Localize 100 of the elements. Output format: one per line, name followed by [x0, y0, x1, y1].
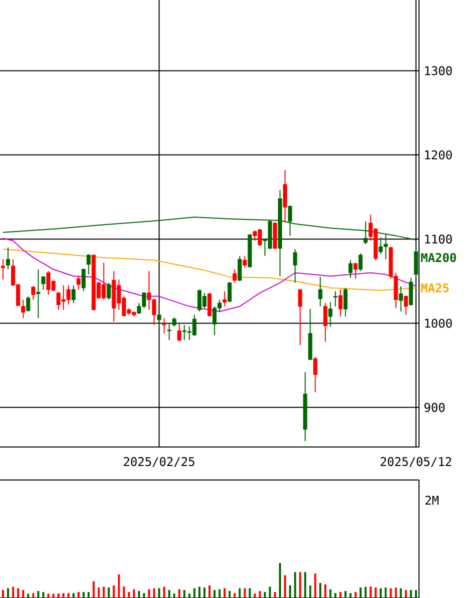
bar: [208, 585, 211, 598]
bar: [350, 593, 352, 598]
bar: [67, 593, 70, 598]
bar: [218, 589, 221, 598]
candlestick: [358, 252, 363, 272]
bar: [178, 589, 180, 598]
bar: [132, 589, 135, 598]
candlestick: [157, 313, 162, 330]
bar: [329, 589, 332, 598]
candlestick: [404, 294, 408, 316]
y-tick-label: 900: [424, 402, 445, 412]
candlestick: [293, 248, 298, 284]
bar: [268, 586, 271, 598]
bar: [27, 594, 30, 598]
y-tick-label: 1000: [425, 318, 452, 328]
candlestick: [36, 268, 40, 319]
bar: [198, 586, 200, 598]
y-tick-label: 1200: [425, 150, 452, 160]
bar: [108, 587, 110, 598]
bar: [284, 575, 286, 598]
x-tick-label: 2025/02/25: [124, 457, 194, 468]
bar: [128, 592, 130, 598]
text: 2M: [425, 496, 439, 505]
bar: [344, 590, 346, 598]
bar: [228, 590, 231, 598]
candlestick: [71, 284, 76, 304]
bar: [234, 593, 236, 598]
candlestick: [222, 290, 227, 307]
candlestick: [338, 289, 342, 318]
bar: [404, 590, 407, 598]
bar: [7, 588, 10, 598]
bar: [254, 593, 256, 598]
bar: [319, 582, 322, 598]
candlestick: [76, 276, 81, 290]
bar: [92, 581, 95, 598]
bar: [314, 573, 316, 598]
bar: [380, 588, 382, 598]
candlestick: [238, 255, 242, 282]
bar: [57, 593, 60, 598]
bar: [143, 593, 146, 598]
bar: [264, 592, 266, 598]
candlestick: [348, 260, 353, 278]
bar: [354, 592, 357, 598]
candlestick: [323, 302, 328, 342]
candlestick: [242, 255, 247, 268]
bar: [78, 592, 80, 598]
bar: [88, 592, 90, 598]
bar: [118, 574, 120, 598]
bar: [304, 572, 306, 598]
bar: [238, 588, 241, 598]
candlestick: [41, 276, 46, 290]
bar: [294, 572, 296, 598]
bar: [203, 587, 206, 598]
candlestick: [86, 254, 91, 275]
candlestick: [0, 258, 6, 280]
bar: [37, 590, 40, 598]
bar: [47, 594, 50, 598]
series-label: MA25: [421, 283, 449, 292]
bar: [339, 592, 342, 598]
candlestick: [21, 299, 26, 319]
candlestick: [333, 290, 338, 307]
candlestick: [408, 277, 413, 306]
bar: [122, 586, 125, 598]
candlestick: [228, 282, 232, 303]
candlestick: [318, 276, 322, 307]
y-tick-label: 1100: [425, 234, 452, 244]
bar: [370, 586, 372, 598]
bar: [414, 590, 417, 598]
bar: [244, 588, 246, 598]
bar: [248, 588, 251, 598]
bar: [62, 593, 64, 598]
bar: [289, 585, 292, 598]
candlestick: [162, 318, 166, 334]
candlestick: [283, 170, 288, 223]
bar: [42, 592, 44, 598]
candlestick: [82, 268, 86, 292]
bar: [148, 589, 150, 598]
bar: [82, 592, 85, 598]
bar: [102, 586, 105, 598]
candlestick: [172, 316, 176, 328]
line-series: [2, 238, 416, 312]
bar: [2, 590, 4, 598]
bar: [158, 588, 160, 598]
bar: [279, 562, 282, 598]
bar: [72, 593, 75, 598]
y-tick-label: 1300: [425, 66, 452, 76]
candlestick: [106, 282, 111, 300]
bar: [168, 590, 170, 598]
candlestick: [354, 262, 358, 280]
candlestick: [313, 356, 318, 393]
bar: [173, 593, 176, 598]
bar: [400, 588, 402, 598]
bar: [364, 586, 367, 598]
candlestick: [232, 268, 237, 284]
candlestick: [398, 286, 403, 312]
candlestick: [207, 292, 212, 318]
bar: [188, 593, 190, 598]
bar: [52, 594, 54, 598]
candlestick: [328, 302, 332, 328]
bar: [153, 588, 156, 598]
